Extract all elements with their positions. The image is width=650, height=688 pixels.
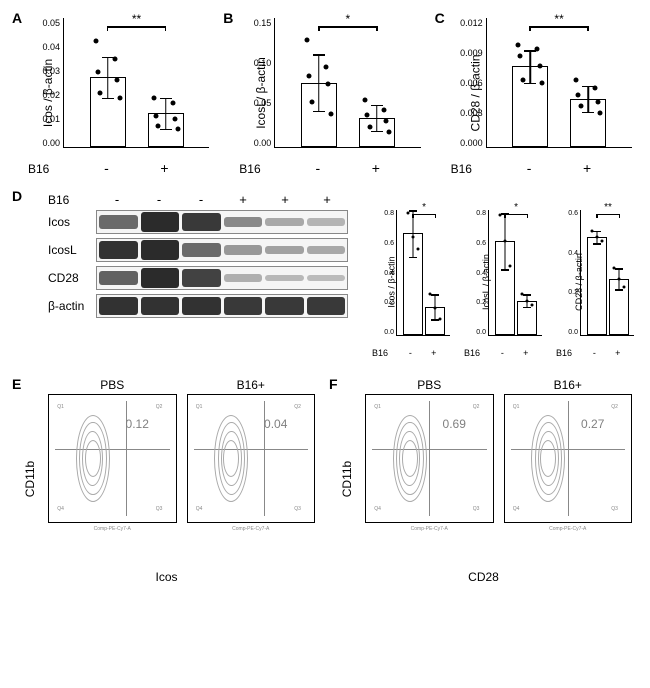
data-point bbox=[540, 80, 545, 85]
y-ticks: 0.000.010.020.030.040.05 bbox=[36, 18, 60, 148]
gate-value: 0.04 bbox=[264, 417, 287, 431]
gate-value: 0.12 bbox=[126, 417, 149, 431]
y-ticks: 0.000.050.100.15 bbox=[247, 18, 271, 148]
gate-value: 0.69 bbox=[443, 417, 466, 431]
blot-label: Icos bbox=[48, 215, 96, 229]
flow-row: E CD11b PBS0.12Q1Q2Q3Q4Comp-PE-Cy7-AB16+… bbox=[8, 374, 642, 584]
top-row: A Icos / β-actin0.000.010.020.030.040.05… bbox=[8, 8, 642, 178]
x-category-label: B16 bbox=[28, 162, 49, 176]
data-point bbox=[98, 90, 103, 95]
data-point bbox=[304, 37, 309, 42]
flow-plot-title: B16+ bbox=[187, 378, 316, 392]
significance-marker: * bbox=[345, 12, 350, 26]
data-point bbox=[307, 74, 312, 79]
mini-chart: Icos / β-actin0.00.20.40.60.8*B16-+ bbox=[368, 204, 454, 360]
blot-row: CD28 bbox=[48, 266, 348, 290]
data-point bbox=[95, 70, 100, 75]
data-point bbox=[175, 126, 180, 131]
data-point bbox=[516, 42, 521, 47]
panel-E: E CD11b PBS0.12Q1Q2Q3Q4Comp-PE-Cy7-AB16+… bbox=[8, 374, 325, 584]
data-point bbox=[117, 95, 122, 100]
data-point bbox=[518, 53, 523, 58]
data-point bbox=[170, 101, 175, 106]
blot-label: IcosL bbox=[48, 243, 96, 257]
significance-marker: ** bbox=[132, 12, 141, 26]
panel-E-label: E bbox=[12, 376, 21, 392]
mini-chart: IcosL / β-actin0.00.20.40.60.8*B16-+ bbox=[460, 204, 546, 360]
x-category-label: B16 bbox=[451, 162, 472, 176]
data-point bbox=[365, 113, 370, 118]
data-point bbox=[156, 124, 161, 129]
panel-F-label: F bbox=[329, 376, 338, 392]
bar-plot: ** bbox=[63, 18, 209, 148]
data-point bbox=[535, 47, 540, 52]
bar-plot: * bbox=[274, 18, 420, 148]
x-category-label: B16 bbox=[239, 162, 260, 176]
panel-A-label: A bbox=[12, 10, 22, 26]
panel-D-label: D bbox=[12, 188, 22, 204]
gate-value: 0.27 bbox=[581, 417, 604, 431]
blot-label: CD28 bbox=[48, 271, 96, 285]
western-blot: B16---+++IcosIcosLCD28β-actin bbox=[48, 190, 348, 322]
blot-label: β-actin bbox=[48, 299, 96, 313]
panel-D: D B16---+++IcosIcosLCD28β-actin Icos / β… bbox=[8, 186, 642, 366]
blot-row: β-actin bbox=[48, 294, 348, 318]
blot-row: IcosL bbox=[48, 238, 348, 262]
data-point bbox=[93, 39, 98, 44]
panel-F-xlabel: CD28 bbox=[468, 570, 499, 584]
data-point bbox=[326, 82, 331, 87]
data-point bbox=[328, 112, 333, 117]
data-point bbox=[115, 77, 120, 82]
flow-plot: PBS0.69Q1Q2Q3Q4Comp-PE-Cy7-A bbox=[365, 378, 494, 564]
data-point bbox=[576, 93, 581, 98]
data-point bbox=[520, 78, 525, 83]
panel-F: F CD11b PBS0.69Q1Q2Q3Q4Comp-PE-Cy7-AB16+… bbox=[325, 374, 642, 584]
blot-header-cat: B16 bbox=[48, 193, 96, 207]
data-point bbox=[384, 119, 389, 124]
panel-D-mini-charts: Icos / β-actin0.00.20.40.60.8*B16-+IcosL… bbox=[368, 204, 638, 360]
flow-plot-title: PBS bbox=[365, 378, 494, 392]
panel-B-label: B bbox=[223, 10, 233, 26]
panel-A: A Icos / β-actin0.000.010.020.030.040.05… bbox=[8, 8, 219, 178]
data-point bbox=[574, 78, 579, 83]
data-point bbox=[153, 114, 158, 119]
data-point bbox=[578, 104, 583, 109]
y-ticks: 0.0000.0030.0060.0090.012 bbox=[459, 18, 483, 148]
panel-C: C CD28 / β-actin0.0000.0030.0060.0090.01… bbox=[431, 8, 642, 178]
data-point bbox=[537, 64, 542, 69]
panel-B: B IcosL/ β-actin0.000.050.100.15*B16-+ bbox=[219, 8, 430, 178]
panel-F-pair: PBS0.69Q1Q2Q3Q4Comp-PE-Cy7-AB16+0.27Q1Q2… bbox=[365, 378, 632, 564]
panel-E-ylabel: CD11b bbox=[23, 461, 37, 497]
significance-marker: ** bbox=[554, 12, 563, 26]
data-point bbox=[595, 99, 600, 104]
data-point bbox=[367, 125, 372, 130]
data-point bbox=[381, 108, 386, 113]
panel-E-xlabel: Icos bbox=[155, 570, 177, 584]
mini-chart: CD28 / β-actin0.00.20.40.6**B16-+ bbox=[552, 204, 638, 360]
flow-plot-title: B16+ bbox=[504, 378, 633, 392]
panel-C-label: C bbox=[435, 10, 445, 26]
flow-plot: PBS0.12Q1Q2Q3Q4Comp-PE-Cy7-A bbox=[48, 378, 177, 564]
data-point bbox=[362, 97, 367, 102]
data-point bbox=[173, 116, 178, 121]
data-point bbox=[151, 95, 156, 100]
bar-plot: ** bbox=[486, 18, 632, 148]
panel-E-pair: PBS0.12Q1Q2Q3Q4Comp-PE-Cy7-AB16+0.04Q1Q2… bbox=[48, 378, 315, 564]
blot-row: Icos bbox=[48, 210, 348, 234]
flow-plot: B16+0.04Q1Q2Q3Q4Comp-PE-Cy7-A bbox=[187, 378, 316, 564]
flow-plot: B16+0.27Q1Q2Q3Q4Comp-PE-Cy7-A bbox=[504, 378, 633, 564]
data-point bbox=[112, 57, 117, 62]
flow-plot-title: PBS bbox=[48, 378, 177, 392]
data-point bbox=[323, 65, 328, 70]
panel-F-ylabel: CD11b bbox=[340, 461, 354, 497]
data-point bbox=[309, 100, 314, 105]
data-point bbox=[598, 110, 603, 115]
data-point bbox=[593, 85, 598, 90]
data-point bbox=[386, 129, 391, 134]
